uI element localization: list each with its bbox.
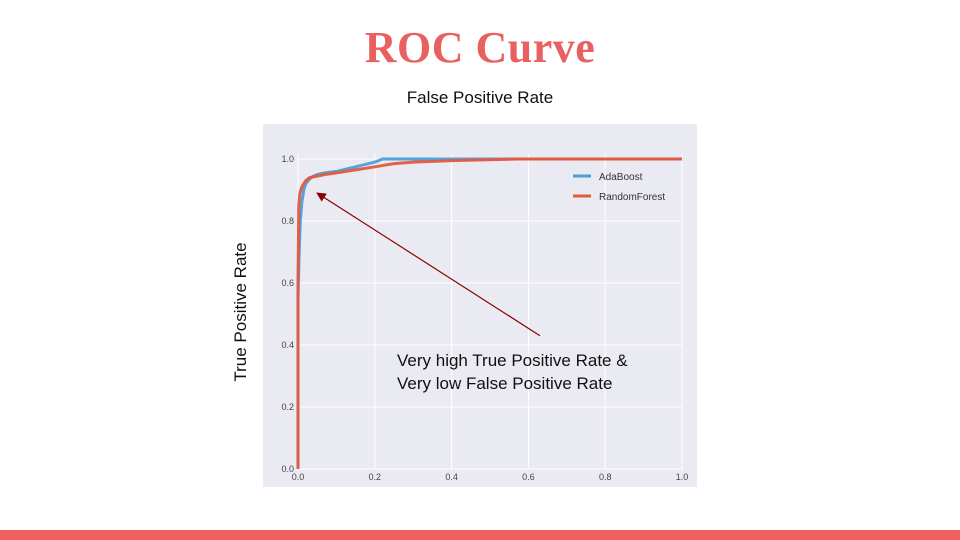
slide-title: ROC Curve: [364, 23, 596, 72]
y-tick-label: 0.6: [281, 278, 294, 288]
randomforest-series-line: [296, 157, 682, 469]
x-tick-label: 0.6: [522, 472, 535, 482]
y-tick-label: 0.8: [281, 216, 294, 226]
annotation-text: Very high True Positive Rate & Very low …: [397, 349, 628, 395]
x-tick-label: 1.0: [676, 472, 689, 482]
legend-label: RandomForest: [599, 192, 665, 203]
y-tick-label: 0.4: [281, 340, 294, 350]
bottom-accent-bar: [0, 530, 960, 540]
annotation-line-1: Very high True Positive Rate &: [397, 351, 628, 370]
y-tick-label: 0.2: [281, 402, 294, 412]
legend-label: AdaBoost: [599, 172, 643, 183]
annotation-line-2: Very low False Positive Rate: [397, 374, 613, 393]
x-tick-label: 0.8: [599, 472, 612, 482]
x-tick-label: 0.0: [292, 472, 305, 482]
roc-chart-svg: 0.0 0.2 0.4 0.6 0.8 1.0 0.0 0.2 0.4 0.6 0.8 1.0 AdaB…: [263, 124, 697, 487]
y-tick-label: 1.0: [281, 154, 294, 164]
x-tick-label: 0.2: [369, 472, 382, 482]
roc-chart: 0.0 0.2 0.4 0.6 0.8 1.0 0.0 0.2 0.4 0.6 0.8 1.0 AdaB…: [263, 124, 697, 487]
annotation-arrow: [316, 192, 541, 337]
y-axis-caption: True Positive Rate: [231, 242, 250, 382]
plot-background: [263, 124, 697, 487]
y-tick-label: 0.0: [281, 464, 294, 474]
x-tick-label: 0.4: [445, 472, 458, 482]
x-axis-caption: False Positive Rate: [406, 88, 554, 107]
